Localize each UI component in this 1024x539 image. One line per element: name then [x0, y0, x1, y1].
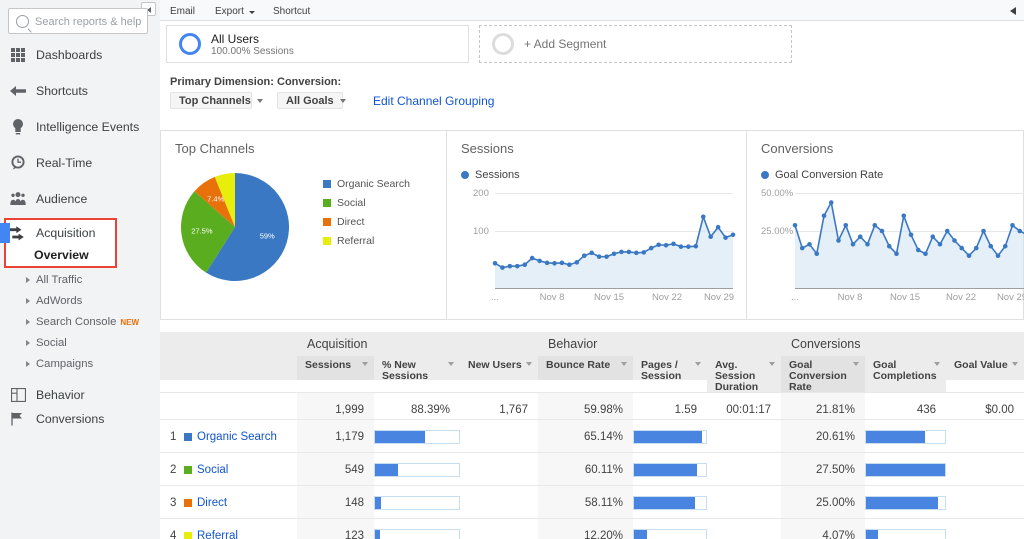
svg-text:59%: 59%	[260, 231, 275, 240]
svg-text:27.5%: 27.5%	[191, 227, 213, 236]
svg-text:7.4%: 7.4%	[207, 195, 224, 204]
